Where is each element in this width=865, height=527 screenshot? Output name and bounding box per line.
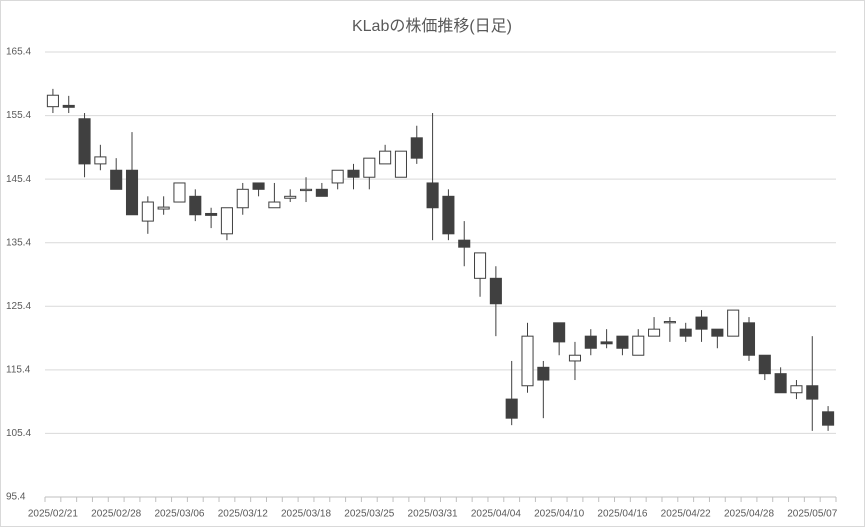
candle-body [284, 195, 297, 199]
candle-body [553, 322, 566, 343]
candle-body [758, 354, 771, 375]
x-tick-label: 2025/03/18 [281, 509, 331, 520]
candle-body [141, 201, 154, 222]
candle-body [442, 195, 455, 235]
x-tick-label: 2025/03/25 [344, 509, 394, 520]
candle-body [695, 316, 708, 330]
candle-body [347, 169, 360, 178]
y-tick-label: 95.4 [6, 492, 26, 503]
candle-body [648, 328, 661, 337]
x-tick-label: 2025/04/04 [471, 509, 521, 520]
candle-body [94, 156, 107, 165]
candle-body [379, 150, 392, 165]
candle-body [774, 373, 787, 394]
candle-body [205, 212, 218, 216]
candle-body [426, 182, 439, 209]
candle-body [110, 169, 123, 190]
x-tick-label: 2025/03/31 [408, 509, 458, 520]
y-tick-label: 165.4 [6, 47, 31, 58]
candle-body [299, 188, 313, 192]
candle-body [331, 169, 344, 184]
candle-body [537, 366, 550, 381]
candle-body [505, 398, 518, 419]
candle-body [806, 385, 819, 400]
candle-body [663, 321, 676, 324]
candle-body [173, 182, 186, 203]
candle-body [268, 201, 281, 209]
x-tick-label: 2025/02/21 [28, 509, 78, 520]
candle-body [315, 188, 328, 197]
y-tick-label: 145.4 [6, 174, 31, 185]
candle-body [220, 207, 233, 235]
candle-body [236, 188, 249, 209]
x-tick-label: 2025/04/16 [597, 509, 647, 520]
candle-body [394, 150, 407, 178]
y-tick-label: 115.4 [6, 364, 31, 375]
x-tick-label: 2025/04/22 [661, 509, 711, 520]
candle-body [157, 206, 170, 210]
candle-body [727, 309, 740, 337]
candle-body [568, 354, 582, 362]
candle-body [62, 104, 75, 108]
candle-body [474, 252, 487, 279]
y-tick-label: 155.4 [6, 110, 31, 121]
x-tick-label: 2025/05/07 [787, 509, 837, 520]
candle-body [458, 239, 471, 248]
x-tick-label: 2025/04/10 [534, 509, 584, 520]
candle-body [363, 157, 376, 178]
x-tick-label: 2025/04/28 [724, 509, 774, 520]
candle-body [189, 195, 202, 216]
candle-body [679, 328, 692, 337]
candle-body [600, 341, 613, 345]
candle-body [125, 169, 139, 216]
candle-body [489, 277, 502, 305]
candle-body [822, 411, 835, 426]
candle-body [78, 118, 91, 165]
y-tick-label: 125.4 [6, 301, 31, 312]
candle-body [46, 94, 59, 108]
x-tick-label: 2025/03/06 [154, 509, 204, 520]
chart-title: KLabの株価推移(日足) [352, 17, 512, 35]
candle-body [742, 322, 756, 356]
x-tick-label: 2025/03/12 [218, 509, 268, 520]
candle-body [632, 335, 645, 356]
x-tick-label: 2025/02/28 [91, 509, 141, 520]
y-tick-label: 105.4 [6, 428, 31, 439]
candle-body [252, 182, 265, 190]
candle-body [711, 328, 724, 337]
candle-body [584, 335, 597, 349]
candle-body [616, 335, 629, 349]
candle-body [410, 137, 423, 159]
candle-body [790, 385, 803, 394]
candle-body [521, 335, 534, 387]
y-tick-label: 135.4 [6, 237, 31, 248]
